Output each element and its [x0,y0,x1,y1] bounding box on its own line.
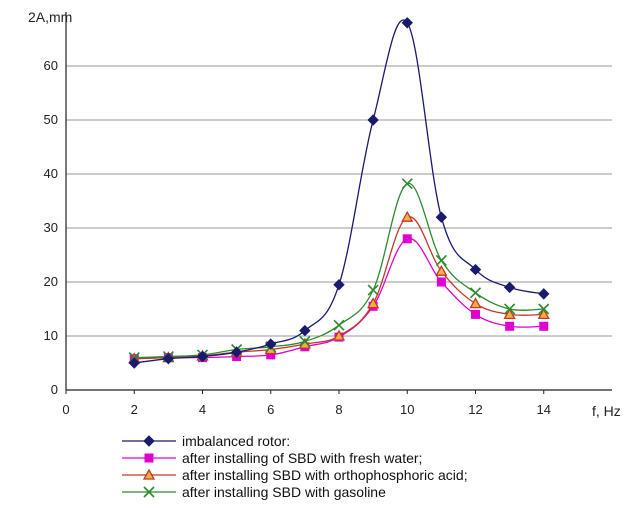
y-tick-label: 20 [44,274,58,289]
data-point [196,350,209,363]
x-tick-label: 2 [131,402,138,417]
series-lines [128,17,550,369]
data-point [162,352,175,365]
data-point [504,303,516,315]
x-tick-label: 8 [335,402,342,417]
data-point [435,211,448,223]
y-axis-label: 2A,mm [28,9,72,25]
data-point [367,297,380,309]
data-point [538,288,550,300]
y-tick-label: 60 [44,58,58,73]
data-point [333,278,345,291]
data-point [333,319,345,331]
legend-marker [143,486,155,498]
legend-marker [142,468,156,480]
legend-marker [144,453,154,463]
data-point [435,264,448,276]
legend-entry: after installing SBD with orthophosphori… [122,467,468,483]
data-point [469,287,482,299]
data-point [401,210,414,222]
y-tick-label: 10 [44,328,58,343]
data-point [332,329,346,341]
data-point [401,17,413,29]
y-tick-label: 0 [51,382,58,397]
data-point [299,335,311,347]
legend-entry: after installing of SBD with fresh water… [122,450,422,466]
data-point [230,346,243,358]
legend-label: after installing SBD with gasoline [182,484,386,500]
data-point [469,297,482,309]
data-point [539,321,549,331]
data-point [401,178,413,190]
series-line [134,19,544,364]
x-axis-label: f, Hz [592,403,621,419]
x-tick-label: 4 [199,402,206,417]
data-point [367,284,379,296]
data-point [265,338,277,350]
data-point [435,254,447,266]
x-tick-label: 12 [468,402,482,417]
legend-entry: after installing SBD with gasoline [122,484,386,500]
x-tick-label: 0 [62,402,69,417]
data-point [128,357,140,369]
legend-entry: imbalanced rotor: [122,433,290,449]
data-point [538,303,550,315]
data-point [367,114,379,126]
y-tick-label: 30 [44,220,58,235]
data-point [505,321,515,331]
legend-label: after installing of SBD with fresh water… [182,450,422,466]
data-point [503,281,516,294]
legend-label: imbalanced rotor: [182,433,290,449]
data-point [471,309,480,319]
data-point [436,277,446,287]
data-point [469,263,482,276]
data-point [299,324,311,337]
legend-label: after installing SBD with orthophosphori… [182,467,468,483]
grid-lines [66,65,612,337]
legend: imbalanced rotor:after installing of SBD… [122,433,468,500]
y-tick-label: 50 [44,112,58,127]
x-tick-label: 10 [400,402,414,417]
x-tick-label: 14 [537,402,551,417]
data-point [503,308,516,320]
data-point [402,234,412,244]
x-tick-label: 6 [267,402,274,417]
legend-marker [143,435,155,447]
y-tick-labels: 0 10 20 30 40 50 60 [44,58,58,397]
series-1 [128,17,550,369]
data-point [537,308,550,320]
y-tick-label: 40 [44,166,58,181]
x-tick-labels: 0 2 4 6 8 10 12 14 [62,390,551,417]
